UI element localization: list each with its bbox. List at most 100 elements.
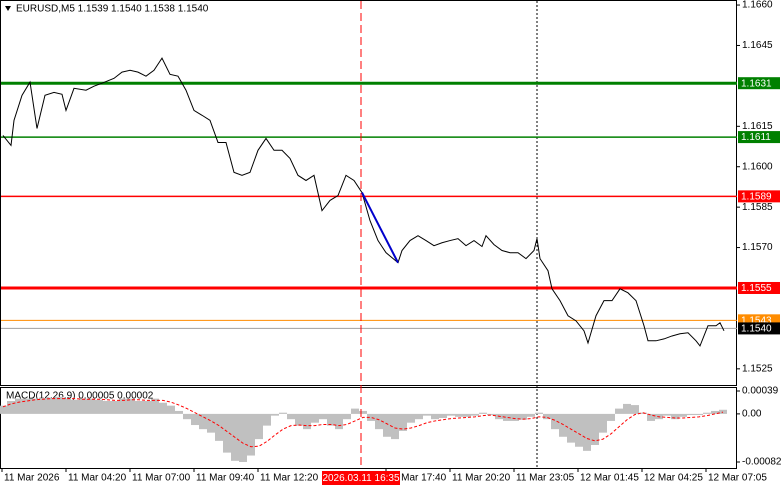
x-tick-label: 12 Mar 04:25 <box>644 473 703 484</box>
macd-bar <box>623 403 631 414</box>
macd-bar <box>527 413 535 417</box>
macd-bar <box>455 413 463 417</box>
level-label: 1.1589 <box>741 192 772 203</box>
y-tick-label: 0.00 <box>742 409 762 420</box>
macd-bar <box>487 413 495 416</box>
macd-bar <box>615 408 623 414</box>
macd-bar <box>575 413 583 447</box>
macd-bar <box>335 413 343 430</box>
x-tick-label: 11 Mar 20:20 <box>452 473 511 484</box>
macd-bar <box>535 412 543 414</box>
macd-bar <box>71 399 79 414</box>
macd-bar <box>295 413 303 426</box>
macd-bar <box>543 413 551 420</box>
macd-bar <box>607 413 615 421</box>
macd-bar <box>79 398 87 414</box>
macd-bar <box>31 398 39 414</box>
highlight-label-box <box>322 471 400 485</box>
macd-panel <box>0 387 737 469</box>
macd-bar <box>703 412 711 414</box>
macd-bar <box>199 413 207 430</box>
x-tick-label: 11 Mar 2026 <box>4 473 60 484</box>
macd-bar <box>463 413 471 417</box>
macd-bar <box>47 398 55 414</box>
y-tick-label: 1.1600 <box>742 161 773 172</box>
x-tick-label: 11 Mar 04:20 <box>68 473 127 484</box>
x-tick-label: 11 Mar 12:20 <box>260 473 319 484</box>
macd-bar <box>687 413 695 416</box>
macd-bar <box>511 413 519 421</box>
macd-bar <box>135 400 143 414</box>
macd-bar <box>679 413 687 417</box>
y-tick-label: -0.00082 <box>742 457 781 468</box>
macd-bar <box>55 396 63 414</box>
macd-bar <box>167 405 175 414</box>
macd-bar <box>447 413 455 416</box>
macd-bar <box>287 413 295 420</box>
macd-bar <box>271 413 279 416</box>
macd-bar <box>383 413 391 437</box>
macd-bar <box>407 413 415 423</box>
macd-bar <box>359 410 367 414</box>
macd-bar <box>567 413 575 443</box>
price-line <box>2 57 725 347</box>
macd-bar <box>319 413 327 420</box>
macd-bar <box>663 413 671 416</box>
x-tick-label: 12 Mar 01:45 <box>580 473 639 484</box>
trend-line <box>361 192 399 264</box>
macd-bar <box>143 400 151 414</box>
level-label-box <box>738 190 780 203</box>
macd-bar <box>159 402 167 414</box>
macd-bar <box>327 413 335 426</box>
macd-bar <box>583 413 591 451</box>
x-tick-label: 11 Mar 17:40 <box>388 473 447 484</box>
macd-bar <box>207 413 215 433</box>
macd-bar <box>103 400 111 414</box>
signal-line <box>2 398 724 448</box>
macd-bar <box>63 398 71 414</box>
level-label-box <box>738 281 780 294</box>
y-tick-label: 0.00039 <box>742 386 779 397</box>
macd-bar <box>471 413 479 416</box>
x-tick-label: 12 Mar 07:05 <box>708 473 767 484</box>
macd-bar <box>503 413 511 421</box>
macd-bar <box>95 399 103 414</box>
macd-bar <box>111 400 119 414</box>
macd-bar <box>87 398 95 414</box>
macd-bar <box>7 400 15 414</box>
price-panel <box>0 0 737 386</box>
level-label-box <box>738 77 780 90</box>
macd-bar <box>591 413 599 445</box>
macd-bar <box>255 413 263 440</box>
macd-bar <box>439 413 447 418</box>
x-tick-label: 11 Mar 09:40 <box>196 473 255 484</box>
macd-bar <box>711 410 719 414</box>
bid-label: 1.1540 <box>741 324 772 335</box>
macd-bar <box>215 413 223 441</box>
macd-bar <box>519 413 527 420</box>
highlight-label: 2026.03.11 16:35 <box>322 473 400 484</box>
level-label: 1.1611 <box>741 132 771 143</box>
macd-bar <box>367 413 375 421</box>
macd-bar <box>671 413 679 420</box>
macd-bar <box>183 413 191 420</box>
macd-bar <box>399 413 407 431</box>
macd-bar <box>119 398 127 414</box>
macd-bar <box>479 412 487 414</box>
x-tick-label: 11 Mar 07:00 <box>132 473 191 484</box>
macd-bar <box>695 413 703 416</box>
macd-bar <box>559 413 567 437</box>
macd-title: MACD(12,26,9) 0.00005 0.00002 <box>6 391 154 402</box>
macd-bar <box>599 413 607 433</box>
title-icon <box>5 6 11 11</box>
bid-label-box <box>738 322 780 335</box>
macd-bar <box>191 413 199 426</box>
macd-bar <box>175 410 183 414</box>
macd-bar <box>223 413 231 453</box>
y-tick-label: 1.1660 <box>742 0 773 11</box>
macd-bar <box>23 398 31 414</box>
macd-bar <box>551 413 559 430</box>
level-label: 1.1543 <box>741 315 772 326</box>
macd-bar <box>279 412 287 414</box>
